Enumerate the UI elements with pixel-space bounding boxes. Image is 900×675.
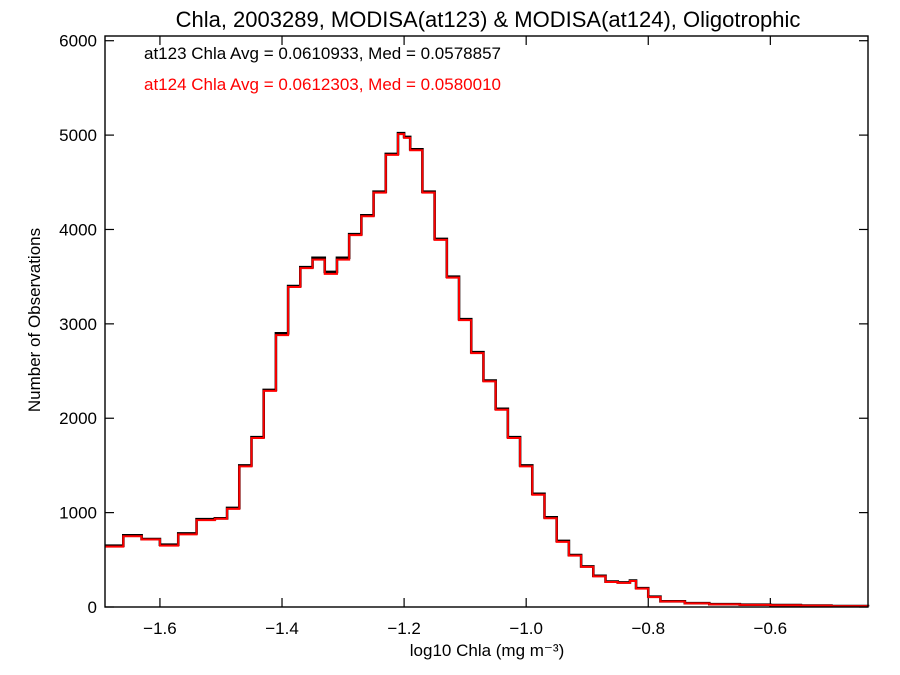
series-line-at124	[105, 133, 869, 608]
y-tick-label: 0	[88, 598, 97, 617]
x-tick-label: −1.2	[387, 619, 421, 638]
annotation-at123: at123 Chla Avg = 0.0610933, Med = 0.0578…	[144, 44, 501, 63]
y-tick-label: 6000	[59, 32, 97, 51]
chart-title: Chla, 2003289, MODISA(at123) & MODISA(at…	[176, 7, 801, 32]
x-tick-label: −1.0	[509, 619, 543, 638]
series-layer	[105, 131, 870, 608]
y-tick-label: 3000	[59, 315, 97, 334]
x-tick-label: −1.6	[143, 619, 177, 638]
x-axis-label: log10 Chla (mg m⁻³)	[410, 641, 564, 660]
series-line-at123	[105, 131, 870, 608]
plot-frame	[104, 35, 869, 608]
x-tick-label: −0.6	[754, 619, 788, 638]
x-tick-label: −0.8	[631, 619, 665, 638]
y-tick-label: 2000	[59, 409, 97, 428]
x-tick-label: −1.4	[265, 619, 299, 638]
annotation-at124: at124 Chla Avg = 0.0612303, Med = 0.0580…	[144, 75, 501, 94]
y-tick-label: 4000	[59, 220, 97, 239]
y-axis-label: Number of Observations	[25, 228, 44, 412]
ticks-layer: −1.6 −1.4 −1.2 −1.0 −0.8 −0.6 0 1000 2000 3000 400…	[59, 32, 868, 638]
y-tick-label: 5000	[59, 126, 97, 145]
y-tick-label: 1000	[59, 504, 97, 523]
